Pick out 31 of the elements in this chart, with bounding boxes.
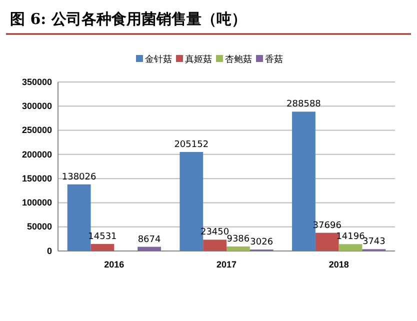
data-label: 8674 xyxy=(138,234,161,245)
bar xyxy=(67,184,91,251)
bar xyxy=(226,246,250,251)
chart-title: 图 6: 公司各种食用菌销售量（吨） xyxy=(10,10,246,28)
bar xyxy=(315,232,339,251)
bar xyxy=(90,244,114,251)
bar xyxy=(138,246,161,251)
x-tick-label: 2018 xyxy=(328,259,349,270)
data-label: 205152 xyxy=(174,140,209,150)
y-tick-label: 100000 xyxy=(22,198,52,208)
bar xyxy=(292,112,316,251)
data-label: 3026 xyxy=(250,238,274,248)
legend-label: 杏鲍菇 xyxy=(225,54,252,65)
y-tick-label: 0 xyxy=(46,246,52,256)
y-tick-label: 50000 xyxy=(26,222,52,232)
data-label: 288588 xyxy=(286,100,322,110)
legend-label: 香菇 xyxy=(265,54,283,65)
bar xyxy=(338,244,362,251)
x-tick-label: 2017 xyxy=(216,259,237,270)
y-tick-label: 350000 xyxy=(22,76,52,87)
bar xyxy=(203,240,226,251)
data-label: 3743 xyxy=(362,237,386,248)
y-tick-label: 250000 xyxy=(22,125,52,136)
legend-label: 真姬菇 xyxy=(185,54,212,65)
legend-label: 金针菇 xyxy=(145,54,172,65)
y-tick-label: 200000 xyxy=(22,149,52,160)
y-tick-label: 150000 xyxy=(22,173,52,184)
y-tick-label: 300000 xyxy=(22,101,52,112)
x-tick-label: 2016 xyxy=(104,259,124,270)
data-label: 138026 xyxy=(62,172,97,182)
data-label: 9386 xyxy=(226,234,250,244)
